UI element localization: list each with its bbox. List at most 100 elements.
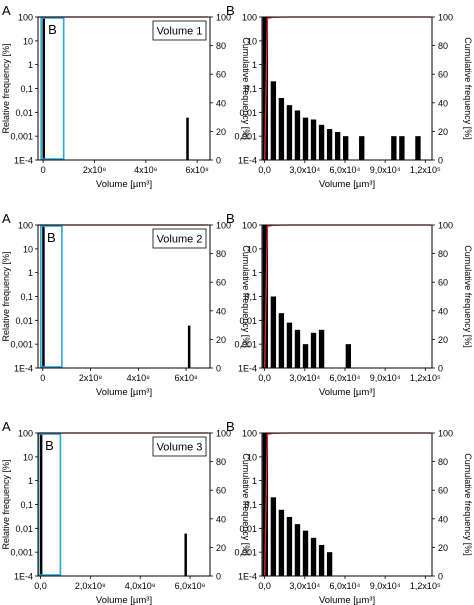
y2-tick-label: 0 bbox=[216, 364, 221, 374]
y-tick-label: 100 bbox=[18, 221, 33, 231]
y2-tick-label: 20 bbox=[438, 335, 448, 345]
annotation-box bbox=[152, 228, 207, 249]
y2-tick-label: 0 bbox=[438, 156, 443, 166]
x-tick-label: 2,0x10⁸ bbox=[75, 581, 106, 591]
y-tick-label: 0,001 bbox=[10, 340, 33, 350]
annotation-text: Volume 1 bbox=[157, 26, 203, 38]
y-tick-label: 0,1 bbox=[20, 84, 33, 94]
y-tick-label: 10 bbox=[247, 244, 257, 254]
histogram-bar bbox=[302, 530, 309, 576]
histogram-bar bbox=[278, 313, 285, 368]
histogram-bar bbox=[294, 110, 301, 160]
y2-tick-label: 100 bbox=[438, 221, 453, 231]
y2-axis-title: Cumulative frequency [%] bbox=[241, 245, 251, 348]
y2-tick-label: 60 bbox=[216, 486, 226, 496]
histogram-bar bbox=[399, 136, 405, 160]
histogram-bar bbox=[310, 332, 317, 368]
y2-tick-label: 80 bbox=[438, 249, 448, 259]
x-axis-title: Volume [µm³] bbox=[96, 179, 152, 190]
y-tick-label: 0,01 bbox=[239, 108, 257, 118]
histogram-bar bbox=[342, 136, 349, 160]
y2-tick-label: 20 bbox=[216, 543, 226, 553]
y-tick-label: 1 bbox=[28, 60, 33, 70]
y2-tick-label: 80 bbox=[438, 457, 448, 467]
y2-axis-title: Cumulative frequency [%] bbox=[463, 453, 473, 556]
y-tick-label: 10 bbox=[247, 452, 257, 462]
x-tick-label: 4x10⁸ bbox=[134, 165, 158, 175]
histogram-bar bbox=[187, 325, 191, 368]
histogram-bar bbox=[310, 119, 317, 160]
x-tick-label: 3,0x10⁴ bbox=[289, 581, 320, 591]
y2-tick-label: 40 bbox=[438, 98, 448, 108]
x-tick-label: 0 bbox=[40, 373, 45, 383]
y-axis-title: Relative frequency [%] bbox=[1, 459, 11, 549]
x-tick-label: 6x10⁸ bbox=[174, 373, 198, 383]
histogram-bar bbox=[270, 81, 277, 160]
y2-tick-label: 40 bbox=[216, 98, 226, 108]
y2-tick-label: 60 bbox=[438, 278, 448, 288]
chart-panel-4: 100 10 1 0,1 0,01 0,001 1E-4 0 20 40 60 80 100 0,0 3,0… bbox=[226, 211, 473, 398]
x-tick-label: 9,0x10⁴ bbox=[370, 373, 401, 383]
histogram-bar bbox=[42, 17, 45, 160]
y2-tick-label: 40 bbox=[216, 514, 226, 524]
y2-tick-label: 80 bbox=[216, 249, 226, 259]
x-tick-label: 3,0x10⁴ bbox=[289, 165, 320, 175]
x-tick-label: 1,2x10⁵ bbox=[410, 165, 441, 175]
y-tick-label: 1 bbox=[28, 476, 33, 486]
y-tick-label: 10 bbox=[23, 36, 33, 46]
x-tick-label: 0,0 bbox=[34, 581, 47, 591]
histogram-bar bbox=[318, 329, 325, 368]
panel-label: A bbox=[2, 211, 11, 226]
y-tick-label: 0,01 bbox=[239, 524, 257, 534]
x-axis-title: Volume [µm³] bbox=[96, 595, 152, 605]
histogram-bar bbox=[278, 509, 285, 576]
histogram-bar bbox=[415, 136, 421, 160]
zoom-region-label: B bbox=[47, 230, 56, 245]
zoom-region-label: B bbox=[45, 438, 54, 453]
x-tick-label: 1,2x10⁵ bbox=[410, 373, 441, 383]
y-tick-label: 100 bbox=[242, 13, 257, 23]
y-tick-label: 1E-4 bbox=[238, 364, 257, 374]
y2-tick-label: 20 bbox=[438, 543, 448, 553]
histogram-bar bbox=[286, 322, 293, 368]
chart-panel-5: B Volume 3 100 10 1 0,1 0,01 0,001 1E-4 0 20 40 60 80… bbox=[1, 419, 251, 605]
y-tick-label: 100 bbox=[18, 13, 33, 23]
y2-tick-label: 0 bbox=[438, 572, 443, 582]
annotation-text: Volume 2 bbox=[157, 234, 203, 246]
x-axis-title: Volume [µm³] bbox=[319, 179, 375, 190]
x-tick-label: 6,0x10⁸ bbox=[175, 581, 206, 591]
y-tick-label: 0,1 bbox=[244, 84, 257, 94]
y-tick-label: 10 bbox=[247, 36, 257, 46]
y-tick-label: 100 bbox=[242, 221, 257, 231]
x-tick-label: 9,0x10⁴ bbox=[370, 165, 401, 175]
histogram-bar bbox=[294, 329, 301, 368]
y-tick-label: 1E-4 bbox=[14, 572, 33, 582]
x-axis-title: Volume [µm³] bbox=[96, 387, 152, 398]
panel-label: B bbox=[226, 419, 235, 434]
histogram-bar bbox=[186, 117, 189, 160]
x-tick-label: 9,0x10⁴ bbox=[370, 581, 401, 591]
y-tick-label: 0,1 bbox=[244, 500, 257, 510]
y-tick-label: 0,1 bbox=[20, 292, 33, 302]
x-axis-title: Volume [µm³] bbox=[319, 595, 375, 605]
y-tick-label: 0,1 bbox=[20, 500, 33, 510]
x-tick-label: 4,0x10⁸ bbox=[125, 581, 156, 591]
histogram-bar bbox=[391, 136, 397, 160]
y2-tick-label: 20 bbox=[216, 335, 226, 345]
chart-panel-3: B Volume 2 100 10 1 0,1 0,01 0,001 1E-4 0 20 40 60 80… bbox=[1, 211, 251, 398]
histogram-bar bbox=[310, 537, 317, 576]
histogram-bar bbox=[318, 544, 325, 576]
y2-axis-title: Cumulative frequency [%] bbox=[241, 453, 251, 556]
histogram-bar bbox=[294, 524, 301, 576]
y-tick-label: 0,001 bbox=[234, 132, 257, 142]
histogram-bar bbox=[262, 433, 269, 576]
x-tick-label: 1,2x10⁵ bbox=[410, 581, 441, 591]
y2-tick-label: 80 bbox=[216, 457, 226, 467]
x-tick-label: 4x10⁸ bbox=[127, 373, 151, 383]
x-tick-label: 2x10⁸ bbox=[79, 373, 103, 383]
histogram-bar bbox=[262, 17, 269, 160]
x-tick-label: 6,0x10⁴ bbox=[330, 581, 361, 591]
y2-tick-label: 60 bbox=[438, 486, 448, 496]
y2-tick-label: 60 bbox=[216, 70, 226, 80]
y2-tick-label: 0 bbox=[438, 364, 443, 374]
